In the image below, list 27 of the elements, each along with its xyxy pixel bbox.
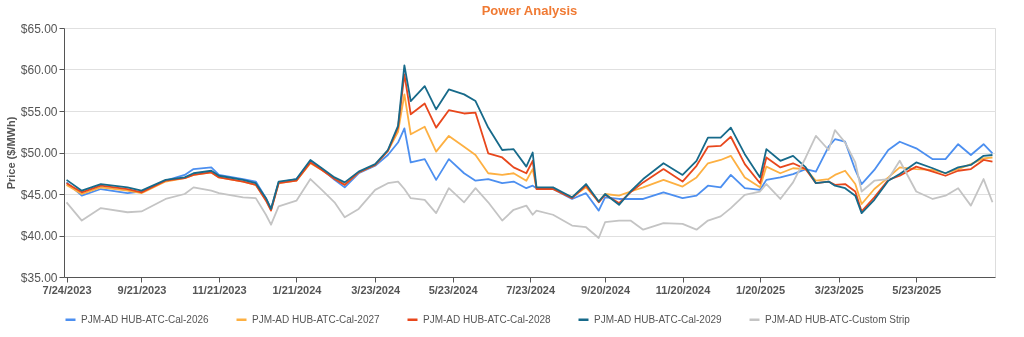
x-tick-label: 1/21/2024 (272, 283, 323, 296)
y-tick-label: $35.00 (20, 270, 58, 285)
chart-title: Power Analysis (481, 3, 578, 18)
y-tick-label: $45.00 (20, 187, 58, 202)
y-tick-label: $50.00 (20, 146, 58, 160)
x-tick-label: 5/23/2024 (428, 283, 479, 296)
x-tick-label: 5/23/2025 (892, 283, 942, 296)
x-tick-label: 11/20/2024 (655, 283, 712, 296)
legend-label: PJM-AD HUB-ATC-Custom Strip (765, 313, 911, 325)
legend-label: PJM-AD HUB-ATC-Cal-2029 (594, 313, 723, 325)
y-axis-title: Price ($/MWh) (4, 116, 17, 190)
x-tick-label: 3/23/2024 (351, 283, 402, 296)
x-tick-label: 9/21/2023 (117, 283, 167, 296)
y-tick-label: $40.00 (20, 229, 58, 243)
x-tick-label: 9/20/2024 (581, 283, 631, 296)
x-tick-label: 7/23/2024 (506, 283, 556, 296)
x-tick-label: 3/23/2025 (814, 283, 864, 296)
x-tick-label: 1/20/2025 (736, 283, 785, 296)
legend-label: PJM-AD HUB-ATC-Cal-2027 (252, 313, 381, 325)
legend-label: PJM-AD HUB-ATC-Cal-2026 (81, 313, 210, 325)
y-tick-label: $60.00 (20, 63, 58, 77)
x-tick-label: 11/21/2023 (192, 283, 247, 296)
y-tick-label: $55.00 (20, 104, 58, 119)
y-tick-label: $65.00 (20, 21, 58, 36)
x-tick-label: 7/24/2023 (42, 283, 92, 296)
legend-label: PJM-AD HUB-ATC-Cal-2028 (423, 313, 552, 325)
line-series (65, 129, 994, 239)
